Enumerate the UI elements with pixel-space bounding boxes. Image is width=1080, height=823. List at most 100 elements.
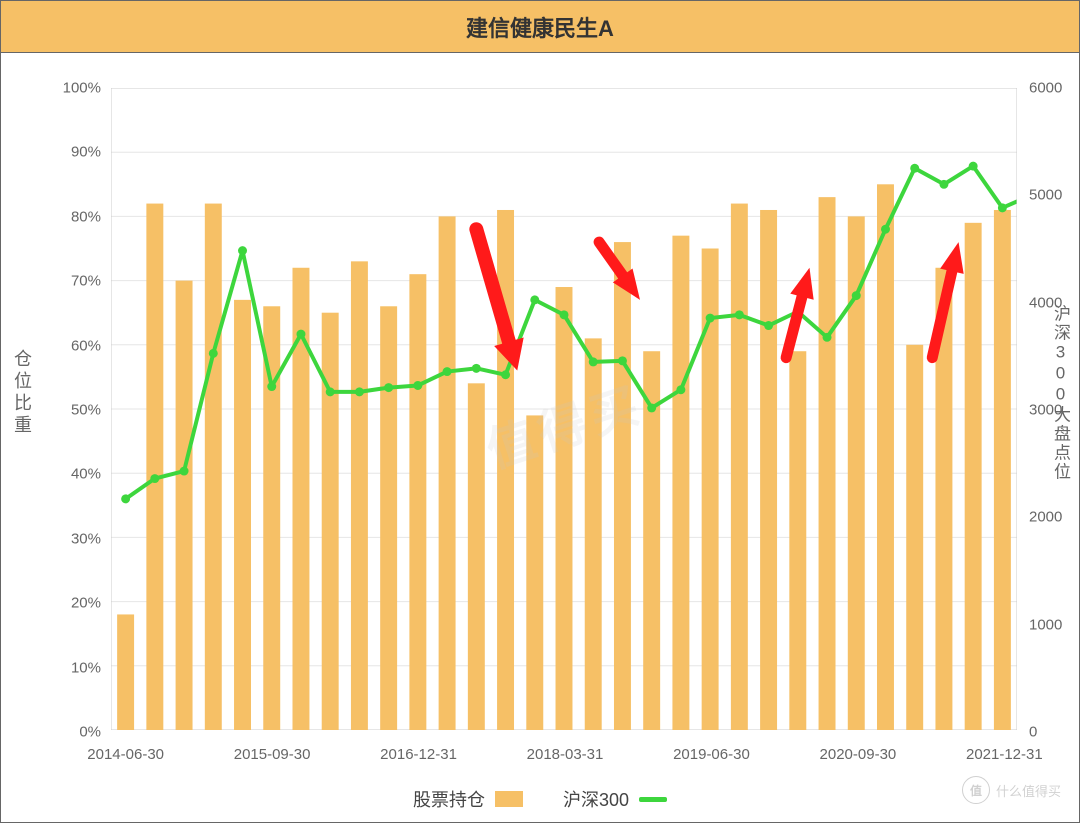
line-dot xyxy=(676,385,685,394)
y-left-tick-label: 90% xyxy=(57,144,101,161)
chart-svg xyxy=(111,88,1017,730)
bar xyxy=(176,281,193,730)
annotation-arrow-head xyxy=(940,242,964,274)
bar xyxy=(146,204,163,730)
line-dot xyxy=(326,387,335,396)
y-left-tick-label: 30% xyxy=(57,530,101,547)
chart-title-bar: 建信健康民生A xyxy=(1,1,1079,53)
bar xyxy=(205,204,222,730)
watermark-text: 什么值得买 xyxy=(996,781,1061,800)
line-dot xyxy=(267,382,276,391)
line-dot xyxy=(238,246,247,255)
line-dot xyxy=(939,180,948,189)
bar xyxy=(468,383,485,730)
bar xyxy=(117,614,134,730)
bar xyxy=(380,306,397,730)
line-dot xyxy=(384,383,393,392)
bar xyxy=(965,223,982,730)
line-dot xyxy=(998,203,1007,212)
line-dot xyxy=(150,474,159,483)
bar xyxy=(322,313,339,730)
bar xyxy=(994,210,1011,730)
line-dot xyxy=(764,321,773,330)
bar xyxy=(263,306,280,730)
y-right-tick-label: 2000 xyxy=(1029,509,1062,526)
x-tick-label: 2019-06-30 xyxy=(673,746,750,763)
y-left-axis-label: 仓位比重 xyxy=(9,349,35,437)
line-dot xyxy=(209,349,218,358)
y-left-tick-label: 100% xyxy=(57,80,101,97)
y-right-tick-label: 3000 xyxy=(1029,402,1062,419)
bar xyxy=(672,236,689,730)
y-left-tick-label: 40% xyxy=(57,466,101,483)
line-dot xyxy=(560,310,569,319)
line-dot xyxy=(823,333,832,342)
line-dot xyxy=(472,364,481,373)
x-tick-label: 2016-12-31 xyxy=(380,746,457,763)
y-right-tick-label: 4000 xyxy=(1029,294,1062,311)
x-tick-label: 2018-03-31 xyxy=(527,746,604,763)
line-dot xyxy=(180,467,189,476)
line-dot xyxy=(443,367,452,376)
bar xyxy=(234,300,251,730)
bar xyxy=(789,351,806,730)
y-right-axis-label: 沪深300大盘点位 xyxy=(1048,305,1073,482)
y-left-tick-label: 0% xyxy=(57,724,101,741)
line-dot xyxy=(413,381,422,390)
chart-area: 仓位比重 沪深300大盘点位 值得买 0% 10% 20% 30% 40% 50% 60% 7… xyxy=(1,53,1079,822)
line-dot xyxy=(296,330,305,339)
watermark-corner: 值 什么值得买 xyxy=(962,776,1061,804)
line-dot xyxy=(355,387,364,396)
bar xyxy=(556,287,573,730)
annotation-arrow xyxy=(786,297,802,358)
bar xyxy=(819,197,836,730)
line-dot xyxy=(618,356,627,365)
legend-item-bars[interactable]: 股票持仓 xyxy=(413,786,523,812)
legend-item-line[interactable]: 沪深300 xyxy=(563,786,667,812)
y-left-tick-label: 20% xyxy=(57,595,101,612)
legend-bar-swatch-icon xyxy=(495,791,523,807)
bar xyxy=(526,415,543,730)
annotation-arrow-head xyxy=(790,268,813,300)
line-dot xyxy=(735,310,744,319)
line-dot xyxy=(501,370,510,379)
line-dot xyxy=(910,164,919,173)
chart-container: 建信健康民生A 仓位比重 沪深300大盘点位 值得买 0% 10% 20% 30% 40… xyxy=(0,0,1080,823)
legend-bars-label: 股票持仓 xyxy=(413,786,485,812)
y-left-tick-label: 80% xyxy=(57,208,101,225)
legend-line-swatch-icon xyxy=(639,797,667,802)
y-left-tick-label: 70% xyxy=(57,273,101,290)
y-right-tick-label: 5000 xyxy=(1029,187,1062,204)
y-right-tick-label: 6000 xyxy=(1029,80,1062,97)
plot-region: 值得买 xyxy=(111,88,1017,730)
x-tick-label: 2014-06-30 xyxy=(87,746,164,763)
line-dot xyxy=(852,291,861,300)
bar xyxy=(760,210,777,730)
line-dot xyxy=(969,162,978,171)
chart-title: 建信健康民生A xyxy=(466,11,614,43)
y-right-tick-label: 0 xyxy=(1029,724,1037,741)
line-dot xyxy=(647,403,656,412)
line-dot xyxy=(589,357,598,366)
bar xyxy=(731,204,748,730)
bar xyxy=(439,216,456,730)
x-tick-label: 2020-09-30 xyxy=(820,746,897,763)
x-tick-label: 2021-12-31 xyxy=(966,746,1043,763)
y-left-tick-label: 60% xyxy=(57,337,101,354)
y-right-tick-label: 1000 xyxy=(1029,616,1062,633)
line-dot xyxy=(706,314,715,323)
x-tick-label: 2015-09-30 xyxy=(234,746,311,763)
bar xyxy=(409,274,426,730)
line-dot xyxy=(121,494,130,503)
bar xyxy=(614,242,631,730)
bar xyxy=(585,338,602,730)
chart-legend: 股票持仓 沪深300 xyxy=(1,786,1079,812)
y-left-tick-label: 50% xyxy=(57,402,101,419)
watermark-badge-icon: 值 xyxy=(962,776,990,804)
bar xyxy=(877,184,894,730)
line-dot xyxy=(881,225,890,234)
bar xyxy=(906,345,923,730)
y-left-tick-label: 10% xyxy=(57,659,101,676)
line-dot xyxy=(530,295,539,304)
bar xyxy=(351,261,368,730)
